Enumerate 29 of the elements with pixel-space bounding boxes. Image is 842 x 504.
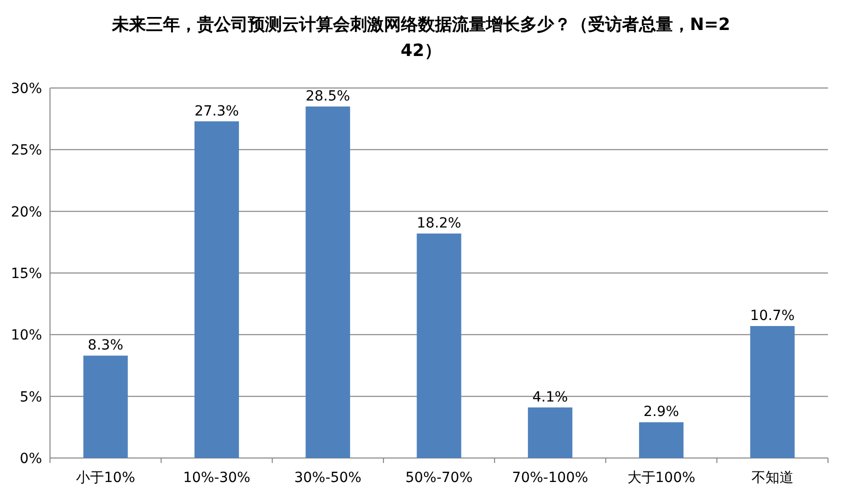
data-label: 8.3% xyxy=(88,338,124,354)
bar xyxy=(194,121,239,458)
y-tick-label: 0% xyxy=(20,451,42,467)
y-tick-label: 25% xyxy=(10,142,42,159)
data-label: 18.2% xyxy=(416,216,462,232)
chart-title: 未来三年，贵公司预测云计算会刺激网络数据流量增长多少？（受访者总量，N=242） xyxy=(110,15,730,61)
y-tick-label: 5% xyxy=(20,389,42,406)
data-label: 28.5% xyxy=(306,88,350,104)
y-tick-label: 20% xyxy=(10,204,42,220)
x-tick-label: 10%-30% xyxy=(183,470,250,486)
x-tick-label: 70%-100% xyxy=(512,470,588,486)
y-tick-label: 30% xyxy=(10,81,42,97)
y-tick-label: 10% xyxy=(10,328,42,344)
bar xyxy=(528,407,572,458)
x-tick-label: 大于100% xyxy=(627,470,696,486)
bar xyxy=(416,234,462,458)
bar xyxy=(306,106,350,458)
data-label: 10.7% xyxy=(750,308,795,324)
x-tick-label: 50%-70% xyxy=(405,470,473,486)
y-tick-label: 15% xyxy=(10,266,42,282)
x-tick-label: 小于10% xyxy=(76,470,136,486)
bar xyxy=(750,326,795,458)
x-tick-label: 不知道 xyxy=(751,470,794,486)
bar xyxy=(83,356,128,458)
data-label: 2.9% xyxy=(643,404,680,420)
x-tick-label: 30%-50% xyxy=(294,470,362,486)
data-label: 4.1% xyxy=(532,389,568,406)
bar xyxy=(639,422,684,458)
data-label: 27.3% xyxy=(194,103,239,120)
